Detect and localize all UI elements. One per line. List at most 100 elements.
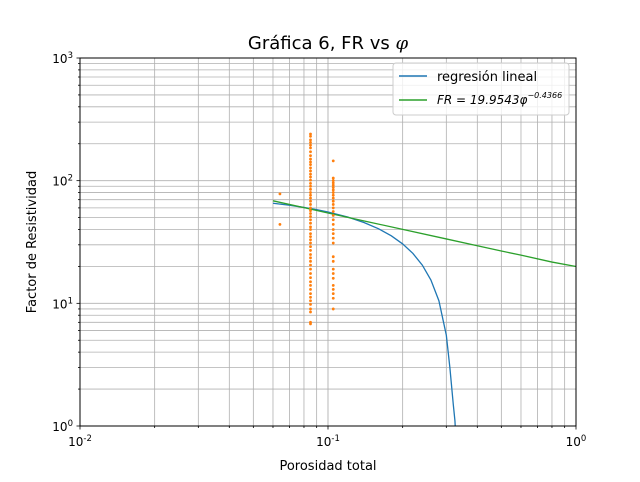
data-point	[331, 241, 335, 245]
data-point	[309, 218, 312, 222]
data-point	[309, 143, 312, 147]
data-point	[309, 141, 312, 144]
data-point	[309, 182, 312, 185]
data-point	[309, 215, 312, 218]
data-point	[278, 192, 282, 196]
data-point	[309, 225, 312, 229]
data-point	[331, 179, 335, 183]
data-point	[309, 263, 312, 267]
data-point	[309, 287, 312, 291]
data-point	[331, 186, 335, 189]
legend-box	[392, 62, 570, 116]
data-point	[331, 287, 335, 291]
data-point	[309, 245, 312, 249]
y-tick-label: 103	[52, 51, 73, 66]
data-point	[331, 284, 335, 287]
ticks: 10-2 10-1 100 100 101 102 103	[52, 51, 586, 449]
data-point	[309, 184, 312, 188]
data-point	[309, 163, 312, 167]
data-point	[309, 284, 312, 287]
data-point	[309, 272, 312, 275]
data-point	[331, 203, 335, 206]
data-point	[331, 276, 335, 280]
data-point	[309, 146, 312, 150]
data-point	[309, 157, 312, 161]
data-point	[331, 193, 335, 197]
data-point	[309, 166, 312, 170]
data-point	[331, 267, 335, 271]
data-point	[331, 159, 335, 163]
data-point	[309, 307, 312, 311]
data-point	[331, 307, 335, 311]
data-point	[331, 218, 335, 222]
data-point	[331, 196, 335, 200]
data-point	[309, 132, 312, 136]
data-point	[309, 228, 312, 231]
data-point	[309, 276, 312, 280]
x-tick-label: 10-2	[68, 434, 92, 449]
data-point	[309, 280, 312, 284]
data-point	[309, 196, 312, 200]
legend-label-regresion: regresión lineal	[437, 70, 537, 85]
data-point	[331, 272, 335, 275]
data-point	[331, 292, 335, 296]
data-point	[309, 238, 312, 242]
data-point	[331, 223, 335, 226]
data-point	[309, 241, 312, 245]
x-tick-label: 10-1	[316, 434, 340, 449]
series-line-regresion-lineal	[272, 202, 456, 427]
data-point	[331, 176, 335, 180]
data-point	[309, 221, 312, 225]
data-point	[309, 256, 312, 260]
data-point	[309, 253, 312, 256]
data-point	[331, 255, 335, 259]
data-point	[309, 134, 312, 138]
data-point	[331, 206, 335, 210]
x-axis-label: Porosidad total	[279, 459, 376, 474]
data-point	[331, 210, 335, 213]
data-point	[331, 236, 335, 240]
data-point	[309, 259, 312, 263]
series-line-fit	[272, 200, 577, 268]
data-point	[309, 175, 312, 179]
data-point	[331, 183, 335, 187]
data-point	[331, 191, 335, 194]
data-point	[331, 181, 335, 185]
data-point	[278, 223, 282, 226]
data-point	[309, 160, 312, 164]
data-point	[331, 296, 335, 300]
data-point	[309, 209, 312, 213]
data-point	[309, 235, 312, 238]
data-point	[309, 212, 312, 215]
data-point	[309, 303, 312, 306]
data-point	[331, 232, 335, 236]
data-point	[309, 178, 312, 182]
data-point	[309, 249, 312, 252]
data-point	[309, 322, 312, 326]
data-point	[309, 299, 312, 303]
data-point	[309, 310, 312, 314]
y-axis-label: Factor de Resistividad	[25, 171, 40, 313]
data-point	[309, 295, 312, 299]
data-point	[309, 206, 312, 210]
y-tick-label: 100	[52, 419, 73, 434]
y-tick-label: 101	[52, 296, 73, 311]
data-point	[309, 169, 312, 173]
legend-label-fit: FR = 19.9543φ−0.4366	[437, 91, 562, 107]
data-point	[331, 214, 335, 217]
data-point	[309, 150, 312, 154]
plot-area	[272, 132, 577, 427]
data-point	[309, 232, 312, 236]
data-point	[331, 199, 335, 203]
y-tick-label: 102	[52, 174, 73, 189]
data-point	[309, 138, 312, 142]
data-point	[309, 187, 312, 191]
data-point	[309, 193, 312, 197]
data-point	[309, 267, 312, 271]
chart-title: Gráfica 6, FR vs φ	[248, 33, 409, 54]
data-point	[331, 228, 335, 231]
data-point	[331, 259, 335, 263]
data-point	[331, 188, 335, 192]
